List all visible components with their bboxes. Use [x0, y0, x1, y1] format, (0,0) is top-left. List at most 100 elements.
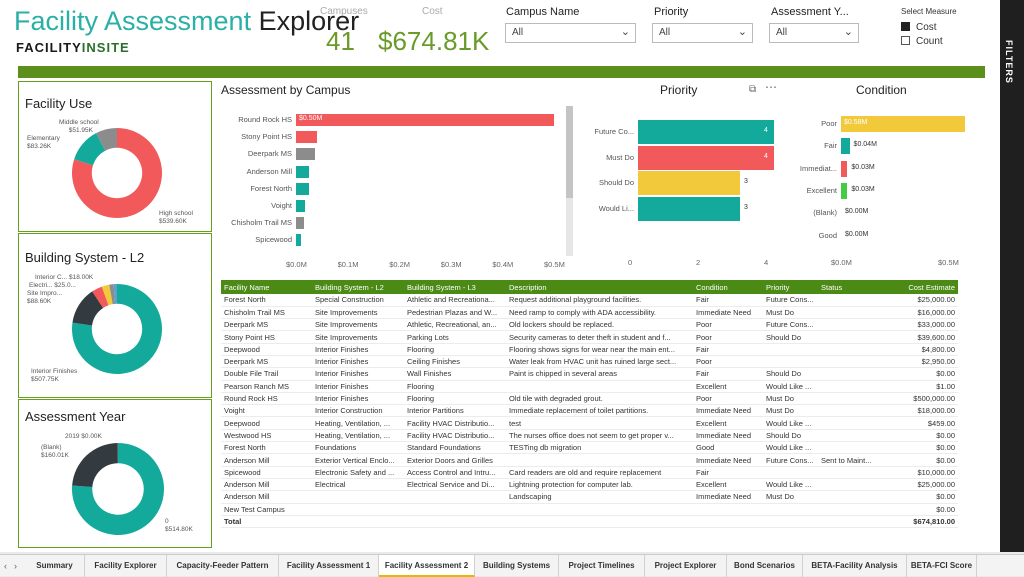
chart-bar[interactable]	[296, 148, 315, 160]
x-tick-label: 4	[764, 258, 768, 267]
table-cell: Standard Foundations	[404, 442, 506, 454]
page-tab[interactable]: Project Explorer	[645, 555, 727, 577]
column-header[interactable]: Description	[506, 280, 693, 294]
page-title: Facility Assessment Explorer	[14, 6, 359, 37]
table-cell	[404, 491, 506, 503]
header-band	[18, 66, 985, 78]
campus-slicer-label: Campus Name	[506, 6, 579, 18]
chart-bar[interactable]	[638, 197, 740, 221]
page-tab[interactable]: Bond Scenarios	[727, 555, 803, 577]
page-tab[interactable]: BETA-Facility Analysis	[803, 555, 907, 577]
table-cell: Anderson Mill	[221, 478, 312, 490]
table-cell: Card readers are old and require replace…	[506, 466, 693, 478]
tab-prev-icon[interactable]: ‹	[4, 555, 7, 577]
column-header[interactable]: Status	[818, 280, 883, 294]
table-cell: Paint is chipped in several areas	[506, 368, 693, 380]
data-label: $0.03M	[851, 186, 874, 193]
page-tab[interactable]: Building Systems	[475, 555, 559, 577]
scrollbar-thumb[interactable]	[566, 106, 573, 198]
category-label: Must Do	[584, 153, 634, 162]
table-cell	[818, 491, 883, 503]
column-header[interactable]: Condition	[693, 280, 763, 294]
page-tab[interactable]: Facility Assessment 2	[379, 555, 475, 577]
chart-scrollbar[interactable]	[566, 106, 573, 256]
chart-bar[interactable]	[638, 171, 740, 195]
chart-bar[interactable]	[296, 217, 304, 229]
table-cell: Heating, Ventilation, ...	[312, 429, 404, 441]
page-tab[interactable]: Facility Assessment 1	[279, 555, 379, 577]
column-header[interactable]: Cost Estimate	[883, 280, 958, 294]
chart-bar[interactable]	[841, 183, 847, 199]
table-cell: Must Do	[763, 392, 818, 404]
donut-label: High school$539.60K	[159, 210, 193, 226]
page-tab[interactable]: Facility Explorer	[85, 555, 167, 577]
tab-next-icon[interactable]: ›	[14, 555, 17, 577]
column-header[interactable]: Priority	[763, 280, 818, 294]
column-header[interactable]: Building System - L3	[404, 280, 506, 294]
priority-slicer[interactable]: All⌄	[652, 23, 753, 43]
assessment-year-donut[interactable]	[71, 442, 165, 536]
measure-label: Select Measure	[901, 7, 957, 16]
table-cell: Fair	[693, 343, 763, 355]
column-header[interactable]: Facility Name	[221, 280, 312, 294]
measure-option-count[interactable]: Count	[901, 36, 943, 47]
building-system-donut[interactable]	[71, 283, 163, 375]
page-tab[interactable]: Summary	[25, 555, 85, 577]
table-cell: Immediate Need	[693, 454, 763, 466]
facility-use-donut[interactable]	[71, 127, 163, 219]
table-cell: Exterior Vertical Enclo...	[312, 454, 404, 466]
donut-label: Electri... $25.0...	[29, 282, 76, 290]
chart-bar[interactable]	[638, 120, 774, 144]
table-cell: Fair	[693, 368, 763, 380]
campus-slicer[interactable]: All⌄	[505, 23, 636, 43]
chart-bar[interactable]	[296, 114, 554, 126]
chart-bar[interactable]	[841, 161, 847, 177]
table-cell: Total	[221, 515, 312, 527]
chart-bar[interactable]	[841, 138, 850, 154]
filters-pane-toggle[interactable]: FILTERS	[1000, 0, 1024, 552]
table-cell: Deerpark MS	[221, 319, 312, 331]
chart-bar[interactable]	[296, 200, 305, 212]
page-tab[interactable]: Project Timelines	[559, 555, 645, 577]
measure-option-cost[interactable]: Cost	[901, 22, 937, 33]
category-label: Immediat...	[787, 164, 837, 173]
category-label: Spicewood	[220, 235, 292, 244]
focus-mode-icon[interactable]: ⧉	[749, 84, 756, 95]
chart-bar[interactable]	[296, 166, 309, 178]
table-cell	[818, 306, 883, 318]
more-options-icon[interactable]: ⋯	[765, 80, 777, 94]
table-cell	[818, 429, 883, 441]
chart-bar[interactable]	[296, 131, 317, 143]
table-row[interactable]: New Test Campus$0.00	[221, 503, 958, 515]
chart-bar[interactable]	[296, 234, 301, 246]
page-tab[interactable]: Capacity-Feeder Pattern	[167, 555, 279, 577]
chart-bar[interactable]	[638, 146, 774, 170]
donut-slice[interactable]	[72, 443, 118, 487]
chart-bar[interactable]	[296, 183, 309, 195]
kpi-campuses-value: 41	[326, 26, 355, 57]
year-slicer[interactable]: All⌄	[769, 23, 859, 43]
table-cell: $25,000.00	[883, 294, 958, 306]
table-total-row: Total$674,810.00	[221, 515, 958, 527]
column-header[interactable]: Building System - L2	[312, 280, 404, 294]
category-label: Fair	[787, 141, 837, 150]
page-tab[interactable]: BETA-FCI Score	[907, 555, 977, 577]
assessment-year-title: Assessment Year	[25, 409, 125, 424]
